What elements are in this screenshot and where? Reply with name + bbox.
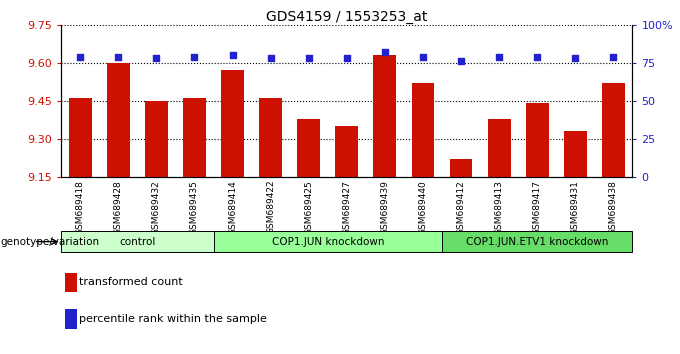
Bar (107, 63, 130, 177)
Point (227, 52, 238, 58)
Bar (145, 101, 168, 177)
Point (265, 56, 276, 61)
Bar (564, 131, 587, 177)
Bar (61, 231, 214, 252)
Point (75, 54, 86, 59)
Bar (526, 103, 549, 177)
Bar (183, 98, 206, 177)
Bar (65, 309, 77, 329)
Point (113, 54, 124, 59)
Bar (335, 126, 358, 177)
Point (456, 58, 466, 64)
Bar (602, 83, 625, 177)
Text: genotype/variation: genotype/variation (1, 236, 100, 247)
Point (532, 54, 543, 59)
Text: COP1.JUN.ETV1 knockdown: COP1.JUN.ETV1 knockdown (466, 236, 609, 247)
Bar (373, 55, 396, 177)
Bar (65, 273, 77, 292)
Point (151, 56, 162, 61)
Point (418, 54, 428, 59)
Title: GDS4159 / 1553253_at: GDS4159 / 1553253_at (266, 10, 428, 24)
Bar (449, 159, 473, 177)
Bar (297, 119, 320, 177)
Point (341, 56, 352, 61)
Text: transformed count: transformed count (79, 278, 183, 287)
Point (608, 54, 619, 59)
Bar (442, 231, 632, 252)
Point (494, 54, 505, 59)
Bar (214, 231, 442, 252)
Bar (69, 98, 92, 177)
Bar (221, 70, 244, 177)
Bar (259, 98, 282, 177)
Text: COP1.JUN knockdown: COP1.JUN knockdown (271, 236, 384, 247)
Bar (411, 83, 435, 177)
Bar (488, 119, 511, 177)
Point (303, 56, 314, 61)
Text: control: control (119, 236, 156, 247)
Point (189, 54, 200, 59)
Text: percentile rank within the sample: percentile rank within the sample (79, 314, 267, 324)
Point (379, 49, 390, 55)
Point (570, 56, 581, 61)
